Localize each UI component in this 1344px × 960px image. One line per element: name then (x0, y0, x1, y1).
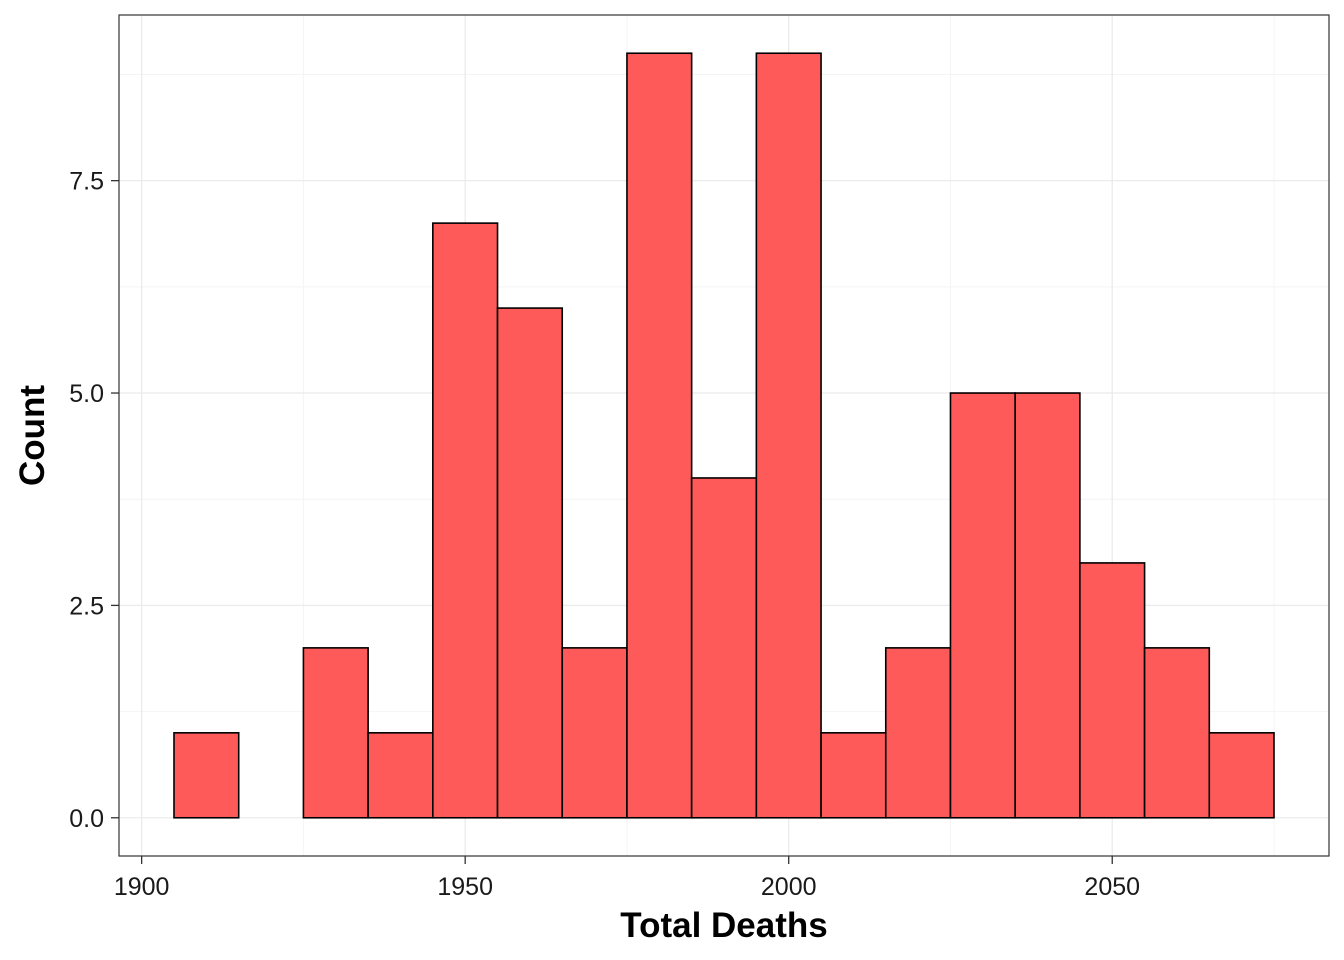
y-axis-title: Count (13, 385, 52, 486)
x-tick-label: 2050 (1084, 873, 1140, 901)
histogram-bar (755, 52, 822, 819)
x-tick-label: 2000 (761, 873, 817, 901)
panel-border (118, 14, 1330, 857)
histogram-bar (302, 647, 369, 819)
x-tick-label: 1900 (114, 873, 170, 901)
histogram-bar (884, 647, 952, 819)
histogram-bar (561, 647, 628, 819)
x-axis: 1900 1950 2000 2050 (114, 856, 1140, 901)
x-tick-label: 1950 (437, 873, 493, 901)
histogram-bar (949, 392, 1016, 819)
histogram-bar (432, 222, 499, 819)
y-tick-label: 5.0 (69, 380, 104, 408)
histogram-bar (1079, 562, 1146, 819)
histogram-bar (626, 52, 693, 819)
y-tick-label: 2.5 (69, 592, 104, 620)
y-tick-label: 7.5 (69, 168, 104, 196)
histogram-bar (173, 732, 240, 819)
bars (173, 52, 1275, 819)
histogram-bar (1208, 732, 1275, 819)
histogram-bar (690, 477, 758, 819)
histogram-bar (496, 307, 564, 819)
y-tick-label: 0.0 (69, 805, 104, 833)
y-axis: 0.0 2.5 5.0 7.5 (69, 168, 119, 833)
histogram-bar (1143, 647, 1211, 819)
x-axis-title: Total Deaths (620, 906, 827, 945)
histogram-bar (820, 732, 887, 819)
histogram-bar (1014, 392, 1081, 819)
histogram-bar (367, 732, 434, 819)
